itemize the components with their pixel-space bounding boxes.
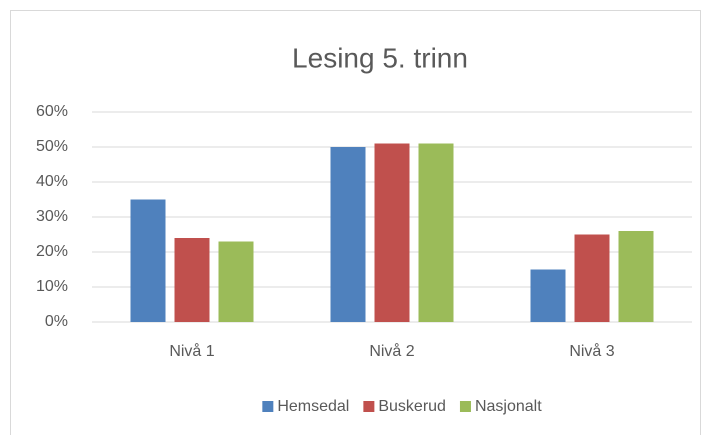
bar	[374, 143, 410, 322]
x-tick-label: Nivå 1	[169, 342, 214, 360]
bar	[330, 147, 366, 322]
legend-swatch	[459, 401, 471, 412]
bar	[130, 199, 166, 322]
y-tick-label: 10%	[36, 278, 68, 295]
legend-label: Buskerud	[378, 398, 446, 415]
bar	[418, 143, 454, 322]
y-tick-label: 60%	[36, 103, 68, 120]
x-tick-label: Nivå 2	[369, 342, 414, 360]
legend-label: Nasjonalt	[475, 398, 542, 415]
bar	[218, 241, 254, 322]
bar	[574, 234, 610, 322]
legend-swatch	[363, 401, 375, 412]
bar	[530, 269, 566, 322]
legend-label: Hemsedal	[277, 398, 349, 415]
y-tick-label: 50%	[36, 138, 68, 155]
bar	[618, 231, 654, 322]
y-tick-label: 30%	[36, 208, 68, 225]
legend-swatch	[262, 401, 274, 412]
y-tick-label: 0%	[45, 313, 68, 330]
chart-title: Lesing 5. trinn	[292, 42, 468, 73]
x-tick-label: Nivå 3	[569, 342, 614, 360]
bar	[174, 238, 210, 322]
y-tick-label: 40%	[36, 173, 68, 190]
y-tick-label: 20%	[36, 243, 68, 260]
